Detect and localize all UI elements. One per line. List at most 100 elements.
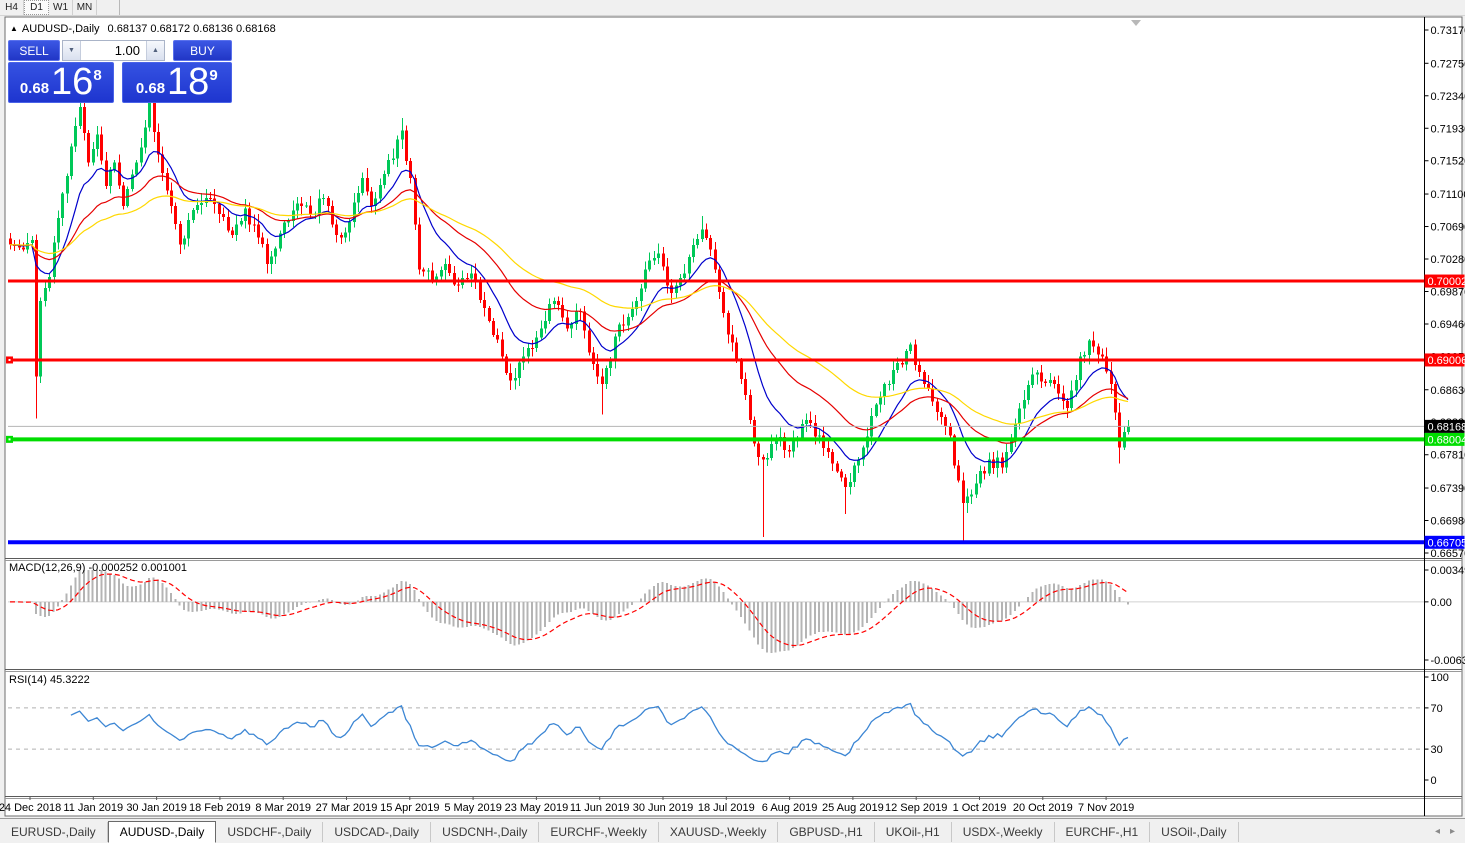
candle-body xyxy=(31,239,34,244)
candle-body xyxy=(26,243,29,250)
candle-body xyxy=(727,312,730,335)
candle-body xyxy=(1027,384,1030,401)
candle-body xyxy=(783,436,786,450)
sell-button[interactable]: SELL xyxy=(8,40,60,61)
candle-body xyxy=(814,422,817,437)
candle-body xyxy=(531,347,534,349)
candle-body xyxy=(148,102,151,128)
candle-body xyxy=(514,377,517,381)
candle-body xyxy=(109,169,112,187)
candle-body xyxy=(370,191,373,206)
candle-body xyxy=(274,248,277,257)
candle-body xyxy=(918,364,921,372)
candle-body xyxy=(518,362,521,378)
buy-price-sup: 9 xyxy=(209,67,218,84)
symbol-tab-eurchf-h1[interactable]: EURCHF-,H1 xyxy=(1055,822,1151,842)
candle-body xyxy=(601,376,604,385)
candle-body xyxy=(153,102,156,132)
candle-body xyxy=(387,159,390,175)
candle-body xyxy=(792,437,795,452)
candle-body xyxy=(414,178,417,225)
symbol-tab-eurusd-daily[interactable]: EURUSD-,Daily xyxy=(0,822,108,842)
candle-body xyxy=(357,192,360,203)
tab-scroll-left-icon[interactable]: ◂ xyxy=(1434,826,1440,837)
symbol-tab-usdcad-daily[interactable]: USDCAD-,Daily xyxy=(323,822,432,842)
candle-body xyxy=(666,266,669,286)
candle-body xyxy=(648,260,651,270)
mid-ma-line xyxy=(9,175,1129,444)
candle-body xyxy=(401,130,404,140)
candle-body xyxy=(96,134,99,150)
candle-body xyxy=(692,244,695,257)
symbol-tab-usoil-daily[interactable]: USOil-,Daily xyxy=(1150,822,1239,842)
sell-price-big: 16 xyxy=(51,61,94,103)
axis-price-badge-label: 0.69006 xyxy=(1428,355,1465,367)
timeframe-button-w1[interactable]: W1 xyxy=(49,0,73,15)
candle-body xyxy=(992,459,995,469)
collapse-triangle-icon[interactable]: ▲ xyxy=(10,24,18,33)
candle-body xyxy=(635,301,638,309)
candle-body xyxy=(70,146,73,177)
candle-body xyxy=(505,356,508,374)
volume-input[interactable]: 1.00 xyxy=(81,41,146,60)
fast-ma-line xyxy=(9,150,1129,464)
timeframe-button-mn[interactable]: MN xyxy=(73,0,97,15)
candle-body xyxy=(1110,371,1113,385)
candle-body xyxy=(100,134,103,161)
date-tick-label: 20 Oct 2019 xyxy=(1013,802,1073,814)
candle-body xyxy=(501,339,504,357)
timeframe-button-d1[interactable]: D1 xyxy=(24,0,49,15)
candle-body xyxy=(470,273,473,279)
symbol-tab-audusd-daily[interactable]: AUDUSD-,Daily xyxy=(107,821,217,843)
candle-body xyxy=(970,494,973,497)
buy-button[interactable]: BUY xyxy=(173,40,232,61)
candle-body xyxy=(1083,354,1086,357)
volume-decrease-icon[interactable]: ▼ xyxy=(63,41,81,60)
candle-body xyxy=(896,363,899,370)
symbol-tab-xauusd-weekly[interactable]: XAUUSD-,Weekly xyxy=(659,822,779,842)
symbol-tab-ukoil-h1[interactable]: UKOil-,H1 xyxy=(875,822,952,842)
symbol-tab-usdchf-daily[interactable]: USDCHF-,Daily xyxy=(216,822,324,842)
candle-body xyxy=(192,209,195,221)
tab-scroll-right-icon[interactable]: ▸ xyxy=(1449,826,1455,837)
candle-body xyxy=(209,197,212,199)
candle-body xyxy=(1062,393,1065,402)
buy-price-tile[interactable]: 0.68 18 9 xyxy=(121,61,232,103)
candle-body xyxy=(1118,412,1121,448)
timeframe-button-h4[interactable]: H4 xyxy=(0,0,24,15)
volume-increase-icon[interactable]: ▲ xyxy=(146,41,164,60)
candle-body xyxy=(605,368,608,385)
buy-price-big: 18 xyxy=(167,61,210,103)
symbol-tab-gbpusd-h1[interactable]: GBPUSD-,H1 xyxy=(778,822,875,842)
candle-body xyxy=(714,249,717,270)
axis-price-badge xyxy=(1424,535,1465,549)
candle-body xyxy=(909,344,912,351)
axis-price-badge-label: 0.68168 xyxy=(1428,421,1465,433)
candle-body xyxy=(857,459,860,466)
candle-body xyxy=(544,321,547,329)
candle-body xyxy=(53,242,56,278)
symbol-tab-eurchf-weekly[interactable]: EURCHF-,Weekly xyxy=(539,822,659,842)
candle-body xyxy=(383,174,386,185)
date-tick-label: 6 Aug 2019 xyxy=(762,802,818,814)
candle-body xyxy=(1105,356,1108,372)
symbol-tab-usdcnh-daily[interactable]: USDCNH-,Daily xyxy=(431,822,540,842)
axis-price-badge-label: 0.70002 xyxy=(1428,276,1465,288)
symbol-tab-usdx-weekly[interactable]: USDX-,Weekly xyxy=(952,822,1055,842)
candle-body xyxy=(474,273,477,282)
sell-price-tile[interactable]: 0.68 16 8 xyxy=(8,62,114,103)
scroll-end-marker-icon[interactable] xyxy=(1131,20,1141,26)
candle-body xyxy=(1049,379,1052,383)
macd-tick-label: 0.00349 xyxy=(1431,565,1465,577)
candle-body xyxy=(287,220,290,223)
date-tick-label: 11 Jun 2019 xyxy=(570,802,630,814)
candle-body xyxy=(35,239,38,377)
candle-body xyxy=(131,174,134,189)
candle-body xyxy=(540,328,543,338)
candle-body xyxy=(135,162,138,175)
candle-body xyxy=(688,256,691,274)
